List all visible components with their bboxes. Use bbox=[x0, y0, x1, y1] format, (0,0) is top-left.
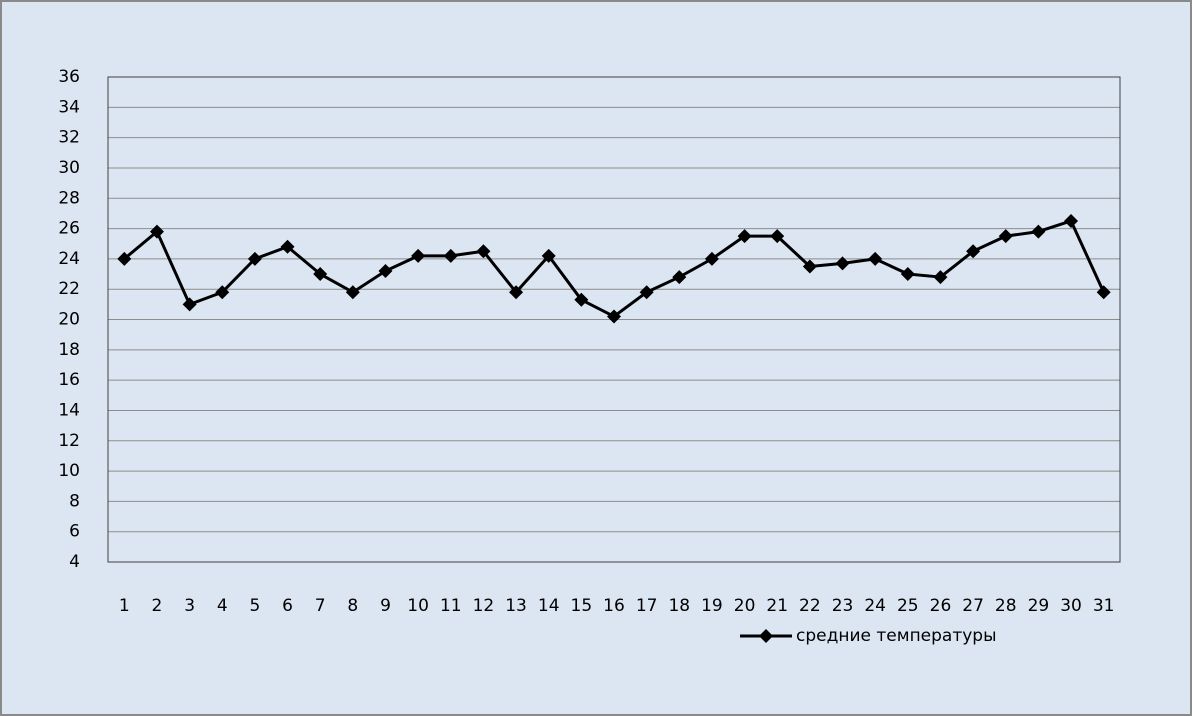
marker bbox=[900, 267, 915, 282]
marker bbox=[574, 292, 589, 307]
x-tick-label: 26 bbox=[930, 596, 952, 616]
x-tick-label: 3 bbox=[184, 596, 195, 616]
x-tick-label: 4 bbox=[217, 596, 228, 616]
marker bbox=[313, 267, 328, 282]
marker bbox=[966, 244, 981, 259]
marker bbox=[1064, 213, 1079, 228]
x-tick-label: 13 bbox=[505, 596, 527, 616]
y-tick-label: 32 bbox=[58, 128, 80, 148]
y-tick-label: 34 bbox=[58, 97, 80, 117]
x-tick-label: 8 bbox=[347, 596, 358, 616]
y-tick-label: 6 bbox=[69, 522, 80, 542]
x-tick-label: 11 bbox=[440, 596, 462, 616]
marker bbox=[770, 229, 785, 244]
x-tick-label: 5 bbox=[249, 596, 260, 616]
x-tick-label: 14 bbox=[538, 596, 560, 616]
x-tick-label: 20 bbox=[734, 596, 756, 616]
x-tick-label: 6 bbox=[282, 596, 293, 616]
marker bbox=[280, 239, 295, 254]
marker bbox=[215, 285, 230, 300]
y-tick-label: 28 bbox=[58, 188, 80, 208]
marker bbox=[182, 297, 197, 312]
x-tick-label: 31 bbox=[1093, 596, 1115, 616]
y-tick-label: 36 bbox=[58, 67, 80, 87]
marker bbox=[1096, 285, 1111, 300]
x-tick-label: 21 bbox=[766, 596, 788, 616]
x-tick-label: 12 bbox=[473, 596, 495, 616]
plot-border bbox=[107, 76, 1121, 563]
x-tick-label: 10 bbox=[407, 596, 429, 616]
x-tick-label: 7 bbox=[315, 596, 326, 616]
y-tick-label: 18 bbox=[58, 340, 80, 360]
marker bbox=[247, 251, 262, 266]
marker bbox=[639, 285, 654, 300]
marker bbox=[345, 285, 360, 300]
x-tick-label: 19 bbox=[701, 596, 723, 616]
marker bbox=[541, 248, 556, 263]
x-tick-label: 28 bbox=[995, 596, 1017, 616]
x-tick-label: 1 bbox=[119, 596, 130, 616]
x-tick-label: 16 bbox=[603, 596, 625, 616]
legend-marker bbox=[759, 629, 773, 643]
x-tick-label: 9 bbox=[380, 596, 391, 616]
x-tick-label: 30 bbox=[1060, 596, 1082, 616]
marker bbox=[802, 259, 817, 274]
marker bbox=[509, 285, 524, 300]
y-tick-label: 26 bbox=[58, 219, 80, 239]
marker bbox=[378, 264, 393, 278]
marker bbox=[117, 251, 132, 266]
x-tick-label: 22 bbox=[799, 596, 821, 616]
marker bbox=[737, 229, 752, 244]
marker bbox=[704, 251, 719, 266]
y-tick-label: 10 bbox=[58, 461, 80, 481]
x-tick-label: 29 bbox=[1028, 596, 1050, 616]
marker bbox=[868, 251, 883, 266]
marker bbox=[998, 229, 1013, 244]
x-tick-label: 2 bbox=[152, 596, 163, 616]
legend-label: средние температуры bbox=[796, 626, 997, 646]
marker bbox=[672, 270, 687, 285]
y-tick-label: 16 bbox=[58, 370, 80, 390]
marker bbox=[443, 248, 458, 263]
x-tick-label: 25 bbox=[897, 596, 919, 616]
y-tick-label: 14 bbox=[58, 400, 80, 420]
marker bbox=[476, 244, 491, 259]
marker bbox=[1031, 224, 1046, 239]
x-tick-label: 17 bbox=[636, 596, 658, 616]
marker bbox=[835, 256, 850, 271]
y-tick-label: 12 bbox=[58, 431, 80, 451]
y-tick-label: 22 bbox=[58, 279, 80, 299]
y-tick-label: 24 bbox=[58, 249, 80, 269]
y-tick-label: 4 bbox=[69, 552, 80, 572]
marker bbox=[411, 248, 426, 263]
x-tick-label: 18 bbox=[668, 596, 690, 616]
y-tick-label: 30 bbox=[58, 158, 80, 178]
marker bbox=[149, 224, 164, 239]
y-tick-label: 8 bbox=[69, 491, 80, 511]
y-tick-label: 20 bbox=[58, 310, 80, 330]
x-tick-label: 24 bbox=[864, 596, 886, 616]
x-tick-label: 15 bbox=[571, 596, 593, 616]
marker bbox=[933, 270, 948, 285]
marker bbox=[607, 309, 621, 324]
x-tick-label: 23 bbox=[832, 596, 854, 616]
x-tick-label: 27 bbox=[962, 596, 984, 616]
